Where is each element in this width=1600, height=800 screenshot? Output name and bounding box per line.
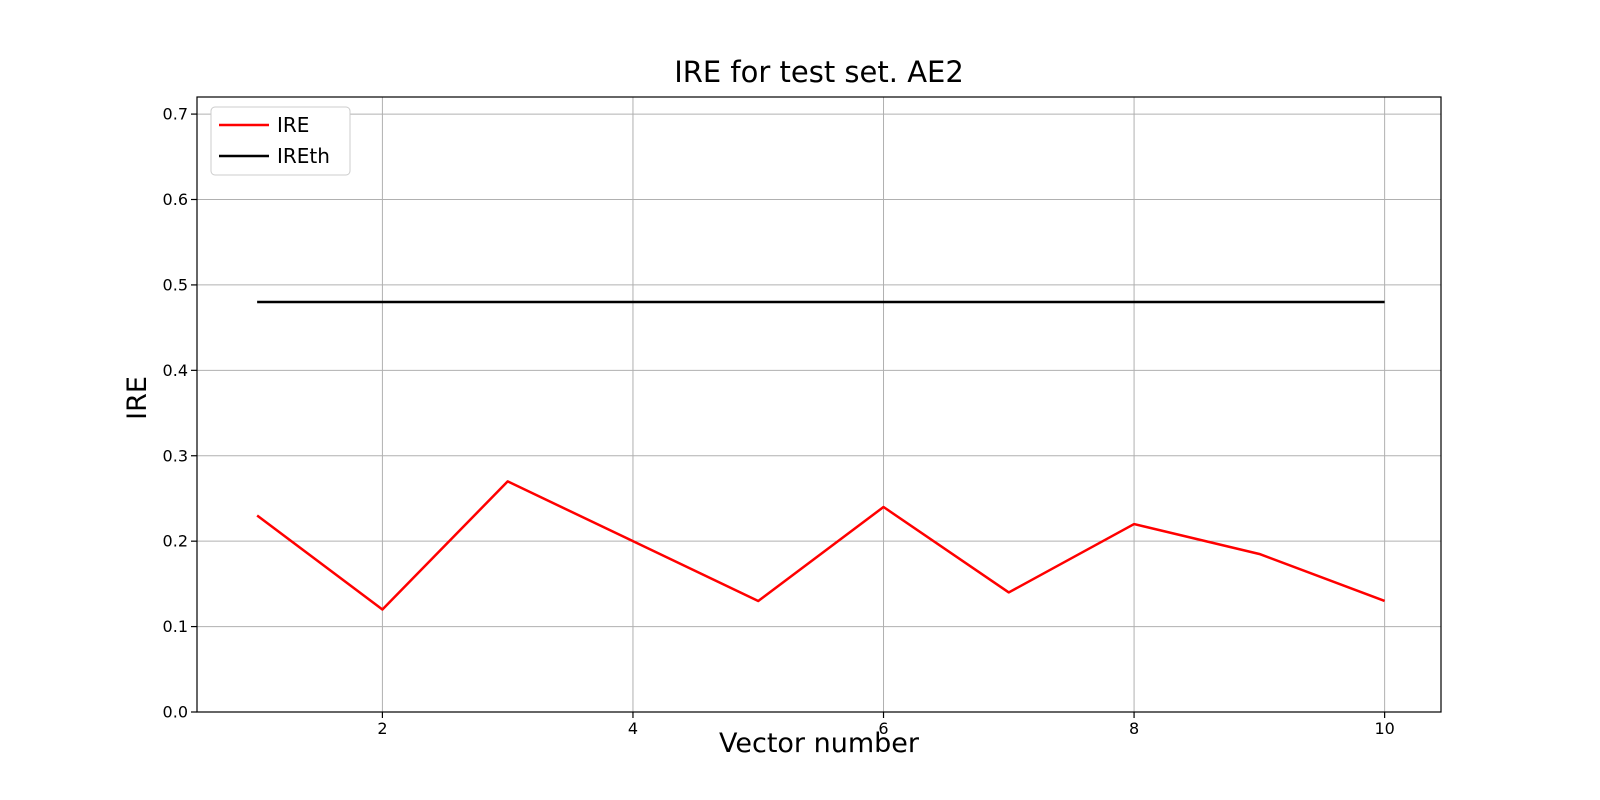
y-tick-label: 0.6 [163,190,188,209]
x-tick-label: 6 [878,719,888,738]
y-tick-label: 0.1 [163,617,188,636]
x-tick-label: 4 [628,719,638,738]
y-tick-label: 0.2 [163,532,188,551]
chart-title: IRE for test set. AE2 [674,55,964,89]
y-tick-label: 0.5 [163,275,188,294]
series-layer [256,300,1386,611]
legend-label-ireth: IREth [277,144,330,168]
y-tick-label: 0.4 [163,361,188,380]
axes-layer: 0.0 0.1 0.2 0.3 0.4 0.5 0.6 0.7 2 4 6 8 10 [163,96,1442,738]
series-line-ire [256,480,1386,611]
grid-layer [197,97,1441,713]
legend-label-ire: IRE [277,113,309,137]
y-axis-label: IRE [122,376,153,420]
x-tick-label: 10 [1374,719,1394,738]
x-axis-label: Vector number [719,728,920,759]
plot-border [196,96,1442,713]
y-tick-label: 0.7 [163,105,188,124]
y-tick-label: 0.0 [163,703,188,722]
x-tick-label: 2 [377,719,387,738]
legend-layer: IRE IREth [210,106,351,176]
y-tick-label: 0.3 [163,446,188,465]
x-tick-label: 8 [1129,719,1139,738]
